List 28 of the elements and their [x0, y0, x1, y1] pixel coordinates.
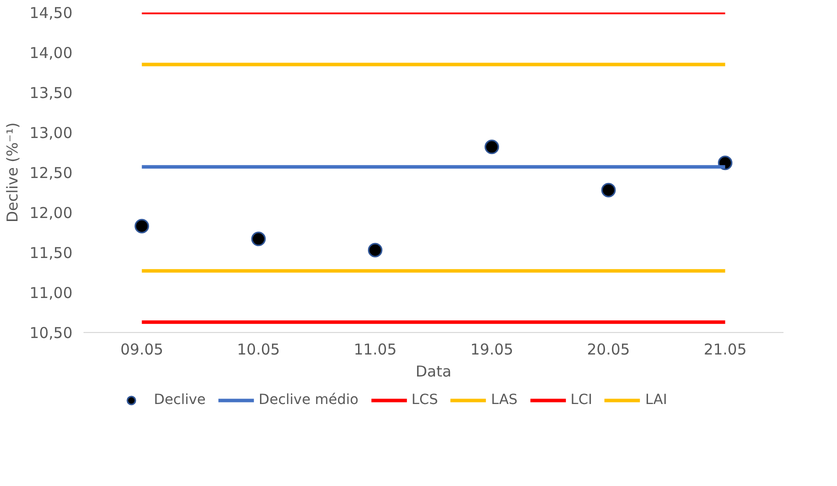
x-axis-title: Data: [416, 362, 452, 380]
y-tick-label: 14,50: [30, 4, 73, 22]
y-tick-label: 12,50: [30, 164, 73, 182]
legend-label: LAI: [645, 392, 668, 408]
y-tick-label: 11,00: [30, 284, 73, 302]
legend-label: Declive: [154, 392, 206, 408]
y-axis-title: Declive (%⁻¹): [4, 122, 22, 223]
x-tick-label: 09.05: [120, 340, 164, 358]
x-tick-label: 21.05: [704, 340, 747, 358]
point: [601, 182, 616, 198]
point: [134, 218, 150, 234]
point: [484, 140, 500, 154]
x-tick-label: 11.05: [354, 340, 397, 358]
y-tick-label: 14,00: [30, 44, 73, 62]
y-tick-label: 10,50: [30, 324, 73, 342]
point: [368, 242, 382, 258]
y-tick-label: 13,50: [30, 84, 73, 102]
y-tick-label: 13,00: [30, 124, 73, 142]
x-tick-label: 10.05: [237, 340, 280, 358]
legend-label: LAS: [490, 392, 518, 408]
x-tick-label: 20.05: [587, 340, 630, 358]
legend-label: LCI: [570, 392, 592, 408]
y-tick-label: 12,00: [30, 204, 73, 222]
legend-label: Declive médio: [258, 392, 358, 408]
x-tick-label: 19.05: [470, 340, 514, 358]
legend-label: LCS: [411, 392, 438, 408]
point: [251, 232, 266, 246]
y-tick-label: 11,50: [30, 244, 73, 262]
